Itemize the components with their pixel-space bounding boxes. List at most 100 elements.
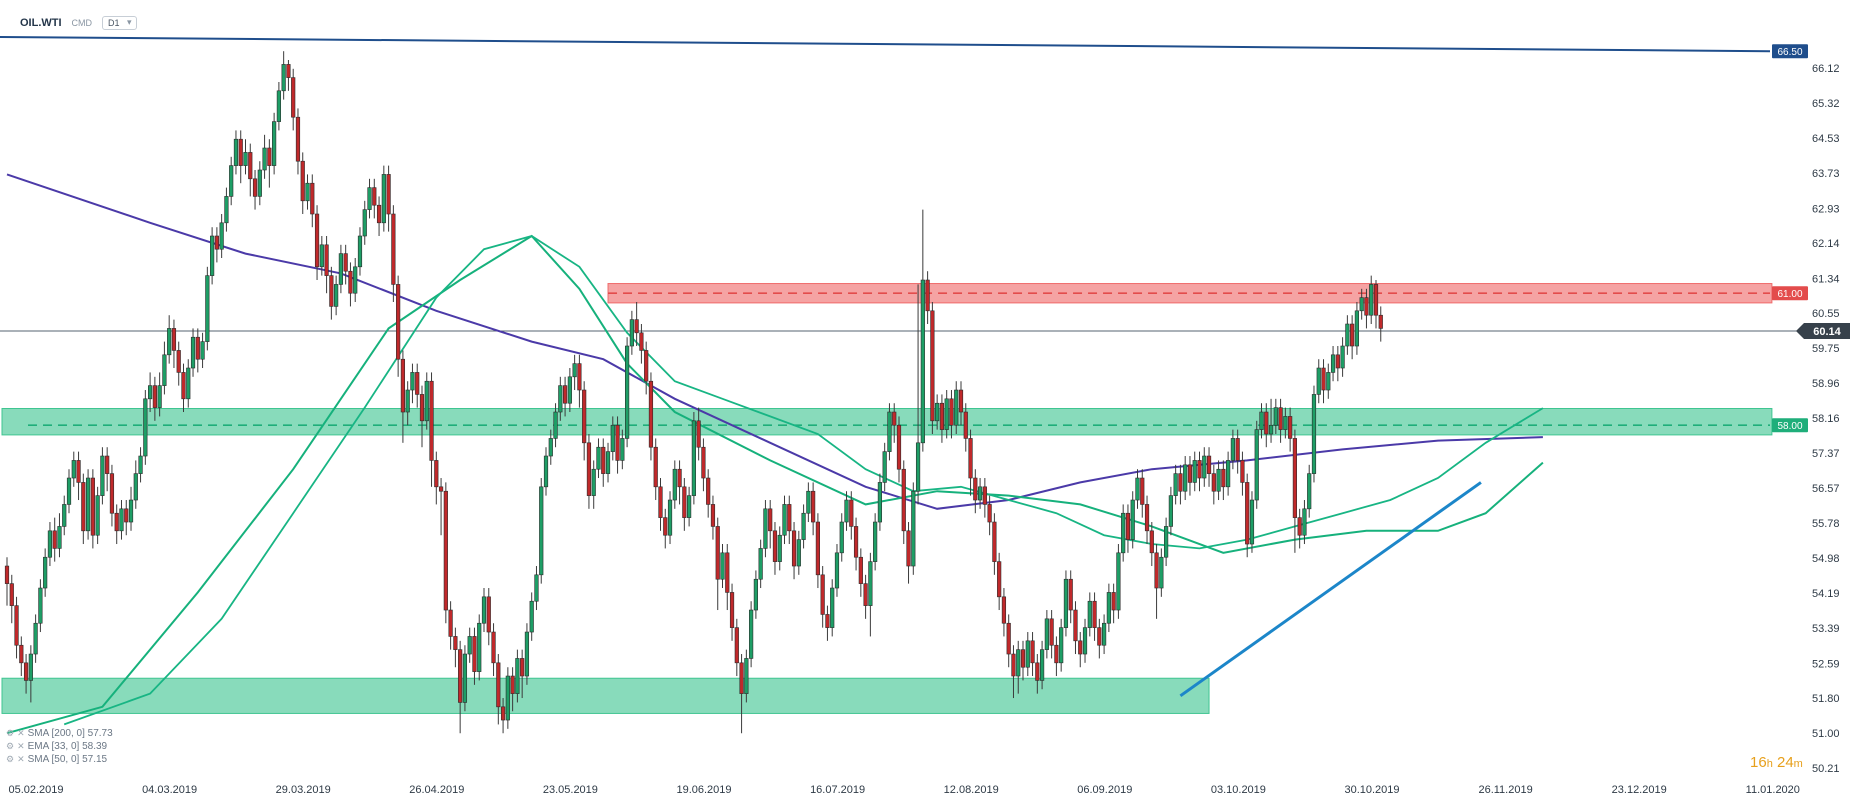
candle-body [892, 411, 897, 426]
candle-body [768, 508, 773, 532]
candle-body [1168, 495, 1173, 527]
candle-body [1082, 627, 1088, 655]
candle-body [1235, 438, 1240, 461]
timer-minutes: 24 [1776, 754, 1794, 771]
candle-body [1044, 618, 1049, 650]
candle-body [310, 182, 315, 215]
y-tick-label: 50.21 [1812, 763, 1840, 775]
candle-body [925, 279, 930, 312]
close-icon[interactable]: ✕ [17, 754, 25, 764]
candle-body [562, 385, 568, 404]
y-tick-label: 58.96 [1812, 378, 1840, 390]
candle-body [219, 222, 224, 250]
candle-body [353, 266, 358, 294]
candle-body [844, 499, 849, 523]
candle-body [982, 486, 987, 505]
timer-hours: 16 [1750, 754, 1767, 771]
indicator-legend: ⚙ ✕ SMA [200, 0] 57.73 ⚙ ✕ EMA [33, 0] 5… [6, 727, 113, 766]
candle-body [882, 451, 887, 483]
candle-body [210, 235, 215, 276]
y-tick-label: 62.93 [1812, 203, 1840, 215]
candle-body [539, 486, 544, 576]
settings-icon[interactable]: ⚙ [6, 728, 15, 738]
candle-body [143, 398, 148, 457]
candle-body [901, 468, 906, 532]
candle-body [529, 600, 534, 633]
symbol-label[interactable]: OIL.WTI [20, 17, 62, 29]
y-tick-label: 65.32 [1812, 98, 1840, 110]
candle-body [691, 420, 696, 496]
candle-body [1154, 552, 1159, 589]
settings-icon[interactable]: ⚙ [6, 741, 15, 751]
indicator-row[interactable]: ⚙ ✕ SMA [200, 0] 57.73 [6, 727, 113, 740]
x-tick-label: 19.06.2019 [676, 784, 731, 796]
candle-body [23, 662, 29, 681]
chart-header: OIL.WTI CMD D1 [20, 14, 137, 32]
timeframe-selector[interactable]: D1 [102, 16, 137, 30]
zone-rect [1, 677, 1210, 714]
candle-body [572, 363, 577, 378]
candle-body [782, 504, 787, 536]
candle-body [396, 284, 401, 360]
instrument-type-selector[interactable]: CMD [71, 18, 93, 28]
candle-body [171, 328, 177, 351]
y-tick-label: 55.78 [1812, 518, 1840, 530]
indicator-row[interactable]: ⚙ ✕ EMA [33, 0] 58.39 [6, 740, 113, 753]
candle-body [1116, 552, 1121, 611]
candle-body [95, 495, 100, 536]
candle-body [858, 556, 863, 584]
candle-body [496, 662, 501, 708]
candle-body [458, 649, 463, 703]
close-icon[interactable]: ✕ [17, 741, 25, 751]
candle-body [820, 574, 825, 615]
candle-body [1378, 314, 1383, 329]
candle-body [138, 455, 143, 474]
indicator-row[interactable]: ⚙ ✕ SMA [50, 0] 57.15 [6, 753, 113, 766]
candle-body [791, 530, 797, 567]
candle-body [772, 530, 778, 562]
candle-body [248, 152, 253, 180]
y-tick-label: 61.34 [1812, 273, 1840, 285]
close-icon[interactable]: ✕ [17, 728, 25, 738]
candle-body [801, 512, 806, 540]
candle-body [1307, 473, 1312, 510]
timer-minutes-unit: m [1793, 758, 1803, 770]
y-tick-label: 62.14 [1812, 238, 1840, 250]
candle-body [128, 499, 134, 523]
settings-icon[interactable]: ⚙ [6, 754, 15, 764]
candle-body [405, 389, 410, 413]
candle-body [400, 358, 406, 413]
candle-body [257, 169, 262, 197]
candle-body [381, 174, 386, 224]
y-tick-label: 58.16 [1812, 413, 1840, 425]
candle-body [753, 578, 758, 611]
candle-body [1054, 644, 1059, 664]
candle-body [734, 627, 739, 664]
candle-body [839, 521, 844, 554]
candle-body [1035, 662, 1040, 681]
candle-body [1369, 284, 1374, 316]
x-tick-label: 05.02.2019 [8, 784, 63, 796]
candle-body [472, 636, 477, 672]
candle-body [157, 385, 162, 408]
candle-body [500, 706, 506, 721]
timer-hours-unit: h [1766, 758, 1773, 770]
candle-body [1006, 622, 1011, 655]
candle-body [167, 328, 172, 356]
candle-body [19, 644, 24, 664]
trendline [1179, 481, 1482, 698]
candle-body [1087, 600, 1092, 628]
candle-body [1187, 464, 1193, 483]
y-tick-label: 52.59 [1812, 658, 1840, 670]
candle-body [610, 424, 615, 452]
candle-body [300, 160, 305, 202]
candle-body [1020, 649, 1026, 668]
candle-body [725, 552, 730, 593]
candle-body [486, 596, 491, 633]
candle-body [334, 284, 339, 307]
candle-body [148, 385, 153, 400]
candle-body [1288, 416, 1293, 439]
candle-body [915, 442, 921, 492]
